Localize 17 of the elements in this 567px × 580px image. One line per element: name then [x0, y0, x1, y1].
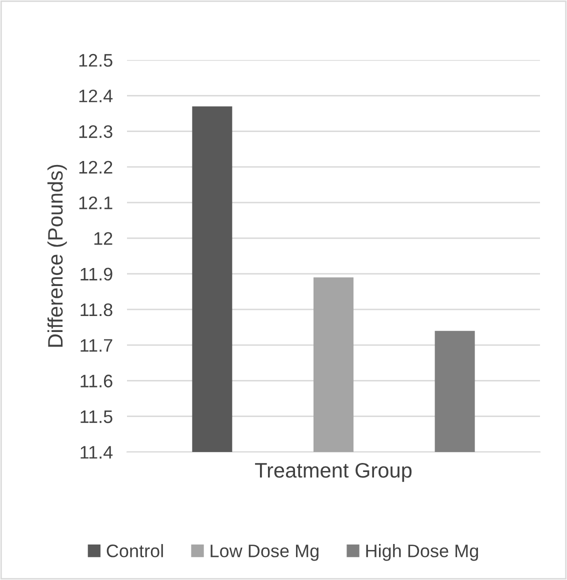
- y-axis-title: Difference (Pounds): [47, 164, 67, 347]
- legend-label: Low Dose Mg: [210, 544, 318, 561]
- y-tick-label: 11.5: [80, 410, 112, 424]
- y-tick-label: 12.2: [79, 160, 112, 174]
- y-tick-label: 12: [94, 232, 112, 245]
- y-tick-label: 12.1: [79, 196, 112, 210]
- legend-label: Control: [106, 544, 163, 558]
- y-tick-label: 11.9: [80, 268, 112, 281]
- y-tick-label: 11.6: [80, 374, 112, 388]
- y-tick-label: 12.5: [79, 54, 112, 67]
- y-tick-label: 11.4: [80, 446, 113, 459]
- y-tick-label: 12.3: [79, 125, 112, 138]
- y-tick-label: 11.7: [80, 339, 112, 352]
- y-tick-label: 12.4: [79, 90, 113, 102]
- x-axis-title: Treatment Group: [255, 462, 412, 482]
- y-tick-label: 11.8: [80, 303, 112, 316]
- legend-label: High Dose Mg: [366, 544, 478, 561]
